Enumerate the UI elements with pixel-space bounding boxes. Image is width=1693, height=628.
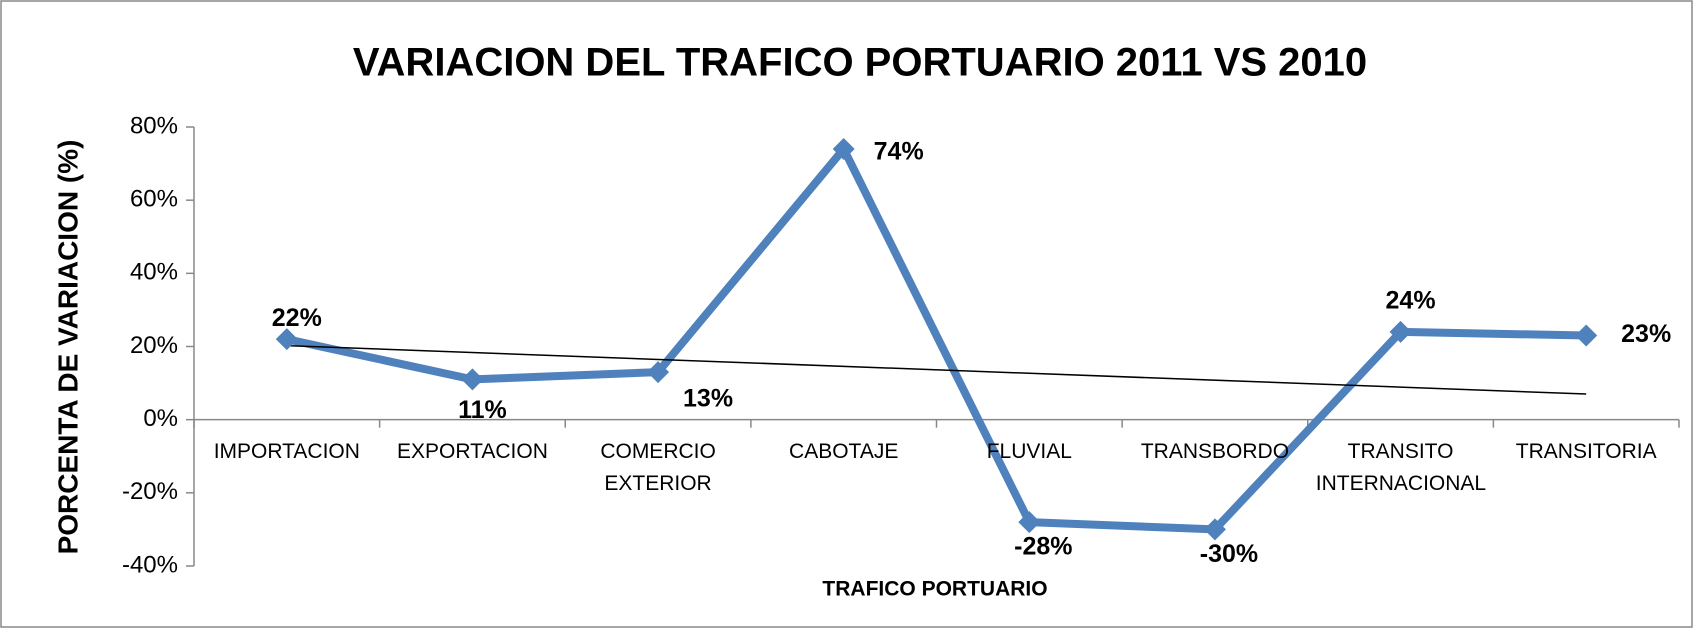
x-axis-title: TRAFICO PORTUARIO — [822, 578, 1047, 601]
y-tick-label: 40% — [130, 259, 178, 286]
x-tick-label: TRANSITORIA — [1515, 439, 1657, 463]
x-tick-label: COMERCIO EXTERIOR — [600, 439, 716, 495]
x-tick-label: FLUVIAL — [986, 439, 1072, 463]
marker — [647, 361, 670, 384]
data-label: 74% — [874, 138, 924, 166]
data-label: 11% — [458, 396, 507, 424]
data-label: -30% — [1200, 540, 1258, 568]
x-tick-label: TRANSBORDO — [1140, 439, 1290, 463]
trendline — [286, 344, 1587, 395]
y-tick-label: 20% — [130, 332, 178, 359]
y-tick-label: 80% — [130, 112, 178, 139]
marker — [1203, 518, 1226, 541]
marker — [1018, 511, 1041, 534]
y-tick-label: 0% — [143, 405, 178, 432]
x-tick-label: IMPORTACION — [213, 439, 360, 463]
y-axis-title: PORCENTA DE VARIACION (%) — [52, 140, 83, 555]
y-tick-label: 60% — [130, 186, 178, 213]
x-tick-label: TRANSITO INTERNACIONAL — [1315, 439, 1487, 495]
chart-title: VARIACION DEL TRAFICO PORTUARIO 2011 VS … — [353, 41, 1367, 85]
marker — [275, 328, 298, 351]
data-label: -28% — [1014, 533, 1072, 561]
y-tick-label: -20% — [122, 478, 178, 505]
marker — [1575, 324, 1598, 347]
data-label: 13% — [683, 385, 733, 413]
marker — [1389, 320, 1412, 343]
y-tick-label: -40% — [122, 551, 178, 578]
data-label: 22% — [272, 304, 322, 332]
series-line — [285, 144, 1587, 534]
marker — [461, 368, 484, 391]
data-label: 24% — [1386, 286, 1436, 314]
x-tick-label: CABOTAJE — [789, 439, 899, 463]
data-label: 23% — [1621, 320, 1671, 348]
x-tick-label: EXPORTACION — [396, 439, 548, 463]
marker — [832, 137, 855, 160]
